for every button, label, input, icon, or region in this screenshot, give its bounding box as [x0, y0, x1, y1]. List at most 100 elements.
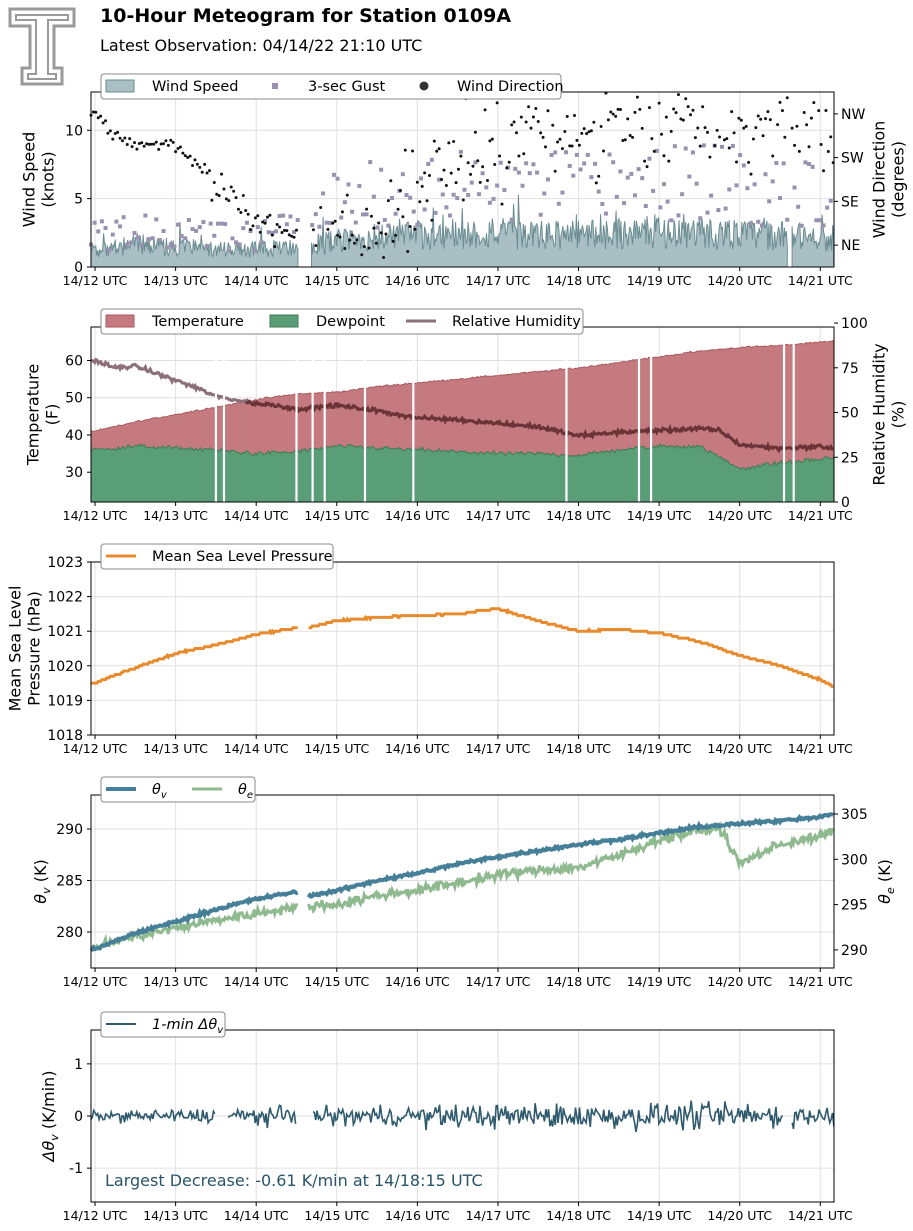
wind-xtick-label: 14/16 UTC: [385, 273, 450, 288]
wind-direction-point: [657, 101, 661, 105]
dtheta-line: [227, 1104, 297, 1129]
thermo-y2tick-label: 0: [841, 495, 850, 511]
wind-ytick-label: 10: [65, 123, 83, 139]
wind-gust-point: [625, 175, 630, 180]
wind-direction-point: [200, 170, 204, 174]
wind-direction-point: [730, 110, 734, 114]
wind-direction-point: [611, 112, 615, 116]
wind-direction-point: [483, 108, 487, 112]
wind-gust-point: [448, 213, 453, 218]
wind-gust-point: [611, 160, 616, 165]
wind-gust-point: [121, 215, 126, 220]
wind-direction-point: [398, 189, 402, 193]
thermo-ytick-label: 60: [65, 354, 83, 370]
wind-direction-point: [348, 238, 352, 242]
wind-gust-point: [324, 220, 329, 225]
wind-gust-point: [281, 213, 286, 218]
wind-direction-point: [164, 139, 168, 143]
wind-legend-box: [100, 73, 562, 100]
wind-direction-point: [510, 123, 514, 127]
wind-direction-point: [249, 227, 253, 231]
dtheta-ylabel: Δθv (K/min): [39, 1071, 61, 1164]
thermo-ytick-label: 50: [65, 391, 83, 407]
wind-gust-point: [284, 222, 289, 227]
wind-gust-point: [669, 218, 674, 223]
wind-gust-point: [814, 218, 819, 223]
pressure-xtick-label: 14/14 UTC: [224, 741, 289, 756]
wind-direction-point: [152, 142, 156, 146]
wind-direction-point: [536, 120, 540, 124]
wind-direction-point: [527, 105, 531, 109]
wind-gust-point: [487, 200, 492, 205]
wind-gust-point: [759, 223, 764, 228]
wind-direction-point: [662, 154, 666, 158]
wind-gust-point: [741, 163, 746, 168]
wind-gust-point: [527, 171, 532, 176]
wind-direction-point: [203, 162, 207, 166]
wind-direction-point: [754, 126, 758, 130]
wind-gust-point: [114, 219, 119, 224]
wind-direction-point: [705, 130, 709, 134]
theta-legend-label: θe: [238, 782, 253, 801]
wind-direction-point: [686, 105, 690, 109]
wind-direction-point: [246, 212, 250, 216]
wind-gust-point: [821, 223, 826, 228]
logo-mark: .: [66, 82, 68, 86]
theta-y2tick-label: 300: [841, 852, 868, 868]
thermo-xtick-label: 14/20 UTC: [707, 508, 772, 523]
thermo-y2tick-label: 50: [841, 406, 859, 422]
wind-gust-point: [223, 222, 228, 227]
wind-direction-point: [362, 245, 366, 249]
wind-direction-point: [253, 216, 257, 220]
wind-gust-point: [364, 212, 369, 217]
page-subtitle: Latest Observation: 04/14/22 21:10 UTC: [100, 36, 423, 55]
wind-legend-swatch: [272, 83, 278, 89]
wind-gust-point: [350, 209, 355, 214]
wind-gust-point: [234, 240, 239, 245]
theta-ylabel: θv (K): [31, 859, 53, 903]
wind-gust-point: [241, 226, 246, 231]
wind-direction-point: [268, 213, 272, 217]
wind-direction-point: [597, 174, 601, 178]
wind-direction-point: [118, 136, 122, 140]
wind-gust-point: [183, 236, 188, 241]
wind-gust-point: [255, 225, 260, 230]
wind-gust-point: [661, 182, 666, 187]
wind-gust-point: [785, 217, 790, 222]
wind-gust-point: [368, 160, 373, 165]
wind-direction-point: [401, 215, 405, 219]
wind-gust-point: [498, 160, 503, 165]
theta-xtick-label: 14/13 UTC: [143, 974, 208, 989]
wind-direction-point: [396, 207, 400, 211]
wind-gust-point: [567, 163, 572, 168]
wind-gust-point: [524, 161, 529, 166]
wind-gust-point: [375, 225, 380, 230]
wind-direction-point: [631, 135, 635, 139]
wind-direction-point: [771, 154, 775, 158]
thermo-xtick-label: 14/17 UTC: [466, 508, 531, 523]
theta-axes: 14/12 UTC 14/13 UTC 14/14 UTC 14/15 UTC 14/1…: [56, 795, 868, 989]
wind-direction-point: [147, 142, 151, 146]
wind-direction-point: [181, 151, 185, 155]
dtheta-ylabel-text: Δθv (K/min): [39, 1071, 61, 1164]
wind-direction-point: [609, 110, 613, 114]
wind-y2tick-label: SW: [841, 151, 864, 167]
wind-gust-point: [186, 218, 191, 223]
theta-y2label-text: θe (K): [875, 859, 897, 904]
wind-legend-swatch: [419, 81, 429, 91]
wind-gust-point: [215, 221, 220, 226]
wind-direction-point: [558, 137, 562, 141]
wind-gust-point: [168, 242, 173, 247]
wind-direction-point: [471, 164, 475, 168]
wind-direction-point: [826, 149, 830, 153]
wind-gust-point: [382, 217, 387, 222]
wind-gust-point: [516, 170, 521, 175]
thermo-xtick-label: 14/18 UTC: [546, 508, 611, 523]
thermo-y2tick-label: 75: [841, 361, 859, 377]
wind-direction-point: [577, 143, 581, 147]
wind-direction-point: [650, 137, 654, 141]
thermo-legend: Temperature Dewpoint Relative Humidity: [100, 308, 584, 335]
wind-direction-point: [602, 149, 606, 153]
wind-direction-point: [466, 161, 470, 165]
wind-gust-point: [752, 182, 757, 187]
